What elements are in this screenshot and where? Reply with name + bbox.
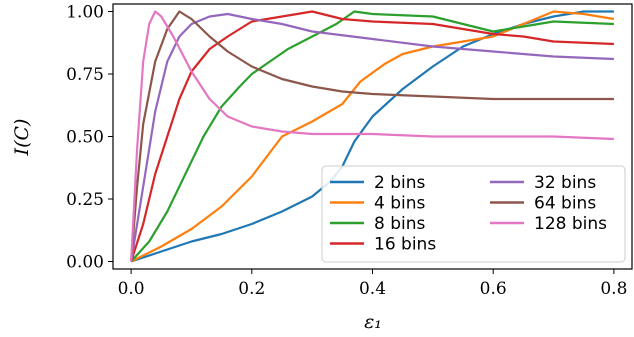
series-line-64-bins	[130, 10, 614, 262]
series-line-4-bins	[130, 10, 615, 263]
legend-box	[321, 165, 626, 263]
y-axis-label: I(C)	[11, 119, 33, 157]
y-tick-label: 1.00	[66, 3, 104, 23]
x-tick-label: 0.2	[238, 279, 265, 299]
legend-label: 2 bins	[374, 173, 426, 193]
x-tick-label: 0.0	[118, 279, 145, 299]
series-line-8-bins	[130, 10, 614, 263]
series-line-128-bins	[130, 10, 614, 262]
legend-label: 8 bins	[374, 214, 426, 234]
legend-label: 4 bins	[374, 194, 426, 214]
legend-label: 32 bins	[534, 173, 596, 193]
x-axis-label: ε₁	[364, 311, 382, 333]
y-tick-label: 0.25	[66, 190, 104, 210]
legend-label: 64 bins	[534, 194, 596, 214]
series-line-32-bins	[130, 12, 614, 262]
y-tick-label: 0.50	[66, 128, 104, 148]
x-tick-label: 0.4	[359, 279, 386, 299]
series-line-16-bins	[130, 10, 614, 262]
y-tick-label: 0.75	[66, 65, 104, 85]
legend-label: 128 bins	[534, 214, 607, 234]
y-axis: 0.00 0.25 0.50 0.75 1.00	[66, 3, 113, 273]
x-axis: 0.0 0.2 0.4 0.6 0.8	[118, 269, 627, 299]
x-tick-label: 0.6	[480, 279, 507, 299]
y-tick-label: 0.00	[66, 253, 104, 273]
x-tick-label: 0.8	[600, 279, 627, 299]
legend-label: 16 bins	[374, 235, 436, 255]
